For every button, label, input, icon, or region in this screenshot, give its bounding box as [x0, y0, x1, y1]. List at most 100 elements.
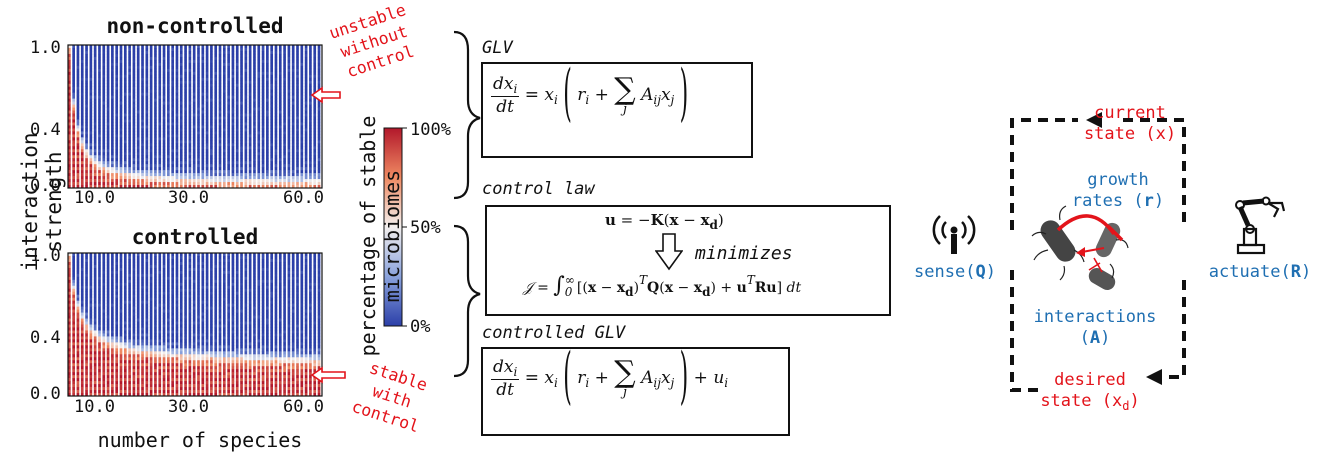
heatmap-cell [167, 86, 170, 90]
heatmap-cell [145, 345, 149, 349]
heatmap-cell [197, 62, 200, 67]
heatmap-cell [257, 387, 261, 391]
heatmap-cell [115, 279, 119, 284]
heatmap-cell [162, 309, 166, 313]
heatmap-cell [72, 276, 75, 281]
heatmap-cell [218, 104, 222, 108]
heatmap-cell [111, 131, 114, 135]
heatmap-cell [188, 98, 192, 102]
heatmap-cell [167, 98, 170, 102]
heatmap-cell [197, 86, 200, 90]
heatmap-cell [102, 342, 106, 346]
heatmap-cell [175, 179, 179, 183]
heatmap-cell [218, 131, 222, 135]
heatmap-cell [158, 253, 162, 257]
heatmap-cell [85, 300, 88, 304]
heatmap-cell [210, 80, 213, 85]
heatmap-cell [222, 285, 226, 290]
heatmap-cell [132, 50, 136, 55]
heatmap-cell [158, 300, 162, 304]
heatmap-cell [158, 348, 162, 352]
heatmap-cell [141, 125, 144, 129]
heatmap-cell [149, 339, 153, 343]
heatmap-cell [287, 71, 291, 76]
heatmap-cell [123, 288, 127, 293]
heatmap-cell [149, 113, 153, 117]
heatmap-cell [291, 104, 295, 108]
heatmap-cell [283, 140, 286, 144]
heatmap-cell [231, 312, 235, 316]
heatmap-cell [102, 348, 106, 352]
heatmap-cell [179, 170, 183, 174]
heatmap-cell [188, 264, 192, 269]
heatmap-cell [68, 161, 71, 165]
heatmap-cell [93, 68, 97, 73]
heatmap-cell [119, 354, 123, 358]
heatmap-cell [201, 330, 205, 334]
heatmap-cell [214, 113, 218, 117]
heatmap-cell [162, 122, 166, 126]
heatmap-cell [244, 164, 248, 168]
heatmap-cell [149, 279, 153, 284]
heatmap-cell [188, 176, 192, 180]
heatmap-cell [145, 83, 149, 88]
heatmap-cell [136, 345, 140, 349]
heatmap-cell [141, 267, 144, 272]
heatmap-cell [115, 146, 119, 150]
heatmap-cell [167, 372, 170, 376]
heatmap-cell [106, 140, 110, 144]
heatmap-cell [72, 348, 75, 352]
heatmap-cell [85, 86, 88, 90]
heatmap-cell [291, 128, 295, 132]
heatmap-cell [253, 387, 256, 391]
heatmap-cell [300, 56, 304, 61]
heatmap-cell [123, 270, 127, 275]
heatmap-cell [123, 131, 127, 135]
heatmap-cell [119, 369, 123, 373]
heatmap-cell [162, 53, 166, 58]
heatmap-cell [287, 182, 291, 186]
heatmap-cell [111, 83, 114, 88]
heatmap-cell [283, 116, 286, 120]
heatmap-cell [167, 185, 170, 189]
heatmap-cell [184, 152, 187, 156]
heatmap-cell [184, 161, 187, 165]
heatmap-cell [197, 375, 200, 379]
heatmap-cell [253, 291, 256, 296]
heatmap-cell [111, 267, 114, 272]
heatmap-cell [253, 315, 256, 319]
heatmap-cell [300, 83, 304, 88]
heatmap-cell [205, 282, 209, 287]
heatmap-cell [257, 161, 261, 165]
heatmap-cell [227, 378, 230, 382]
heatmap-cell [210, 261, 213, 266]
heatmap-cell [119, 258, 123, 263]
heatmap-cell [296, 62, 299, 67]
heatmap-cell [218, 80, 222, 85]
heatmap-cell [201, 89, 205, 93]
heatmap-cell [119, 152, 123, 156]
heatmap-cell [248, 89, 252, 93]
heatmap-cell [158, 312, 162, 316]
heatmap-cell [175, 375, 179, 379]
heatmap-cell [158, 45, 162, 49]
heatmap-cell [98, 182, 101, 186]
heatmap-cell [93, 62, 97, 67]
heatmap-cell [76, 360, 80, 364]
heatmap-cell [89, 176, 93, 180]
heatmap-cell [296, 122, 299, 126]
heatmap-cell [218, 393, 222, 397]
heatmap-cell [244, 119, 248, 123]
heatmap-cell [192, 387, 196, 391]
heatmap-cell [253, 258, 256, 263]
heatmap-cell [313, 71, 317, 76]
heatmap-cell [85, 167, 88, 171]
heatmap-cell [85, 255, 88, 260]
heatmap-cell [76, 345, 80, 349]
heatmap-cell [214, 140, 218, 144]
heatmap-cell [210, 92, 213, 96]
heatmap-cell [128, 161, 131, 165]
heatmap-cell [313, 89, 317, 93]
heatmap-cell [261, 255, 265, 260]
heatmap-cell [171, 65, 174, 70]
